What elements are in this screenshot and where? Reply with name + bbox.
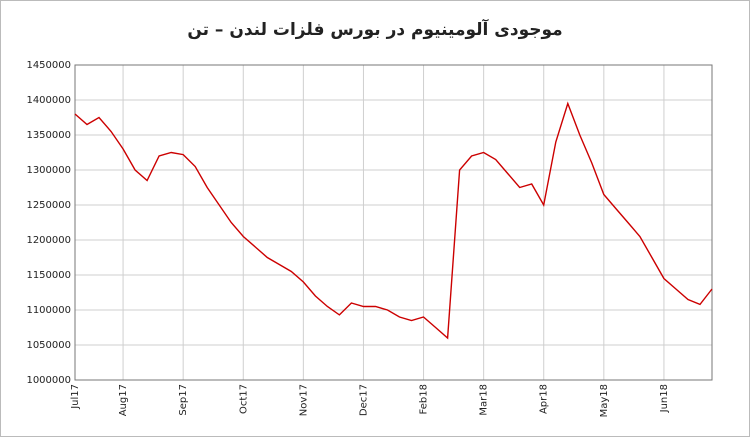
y-tick-label: 1200000 [26, 235, 71, 246]
x-tick-label: May18 [599, 384, 610, 417]
x-tick-label: Mar18 [479, 384, 490, 416]
x-tick-label: Aug17 [118, 384, 129, 416]
y-tick-label: 1300000 [26, 165, 71, 176]
y-tick-label: 1150000 [26, 270, 71, 281]
y-tick-label: 1400000 [26, 95, 71, 106]
x-tick-label: Sep17 [178, 384, 189, 416]
y-tick-label: 1450000 [26, 60, 71, 71]
y-tick-label: 1350000 [26, 130, 71, 141]
y-tick-label: 1050000 [26, 340, 71, 351]
data-line [74, 101, 713, 340]
x-tick-label: Dec17 [358, 384, 369, 416]
x-tick-label: Feb18 [419, 384, 430, 414]
x-tick-label: Apr18 [539, 384, 550, 414]
y-tick-label: 1000000 [26, 375, 71, 386]
y-tick-label: 1250000 [26, 200, 71, 211]
x-tick-label: Jul17 [70, 384, 81, 410]
plot-frame [74, 64, 713, 381]
x-tick-label: Jun18 [659, 384, 670, 413]
x-tick-label: Oct17 [238, 384, 249, 414]
y-tick-label: 1100000 [26, 305, 71, 316]
chart-title: موجودی آلومینیوم در بورس فلزات لندن – تن [187, 18, 562, 40]
x-tick-label: Nov17 [298, 384, 309, 416]
